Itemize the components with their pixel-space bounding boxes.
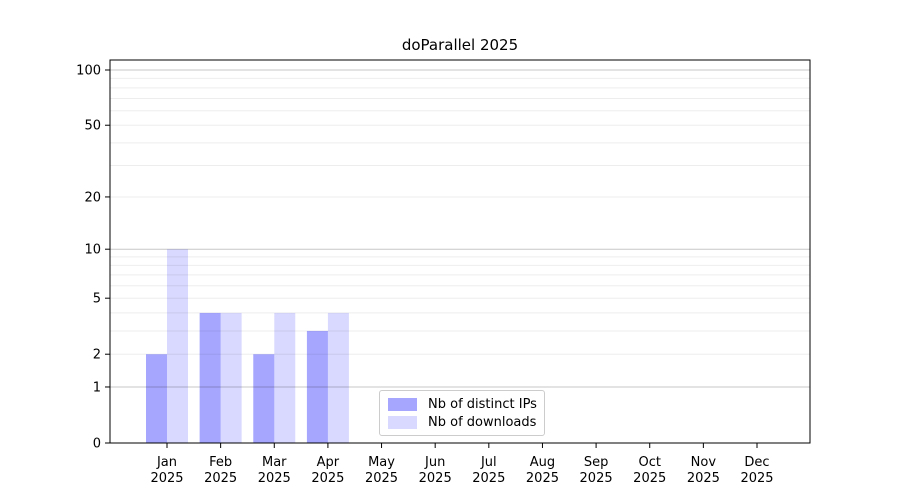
- x-tick-label-month-sep: Sep: [584, 455, 609, 470]
- x-tick-label-year-aug: 2025: [526, 471, 559, 486]
- legend-swatch-distinct-ips-icon: [388, 397, 417, 411]
- bar-nb-of-distinct-ips-jan: [146, 354, 167, 443]
- x-tick-label-month-aug: Aug: [530, 455, 555, 470]
- x-tick-label-year-jan: 2025: [150, 471, 183, 486]
- y-tick-label-0: 0: [93, 437, 101, 452]
- chart-title: doParallel 2025: [401, 36, 519, 54]
- y-tick-label-50: 50: [84, 119, 101, 134]
- x-tick-label-month-mar: Mar: [262, 455, 287, 470]
- x-tick-label-year-may: 2025: [365, 471, 398, 486]
- x-tick-label-year-jun: 2025: [419, 471, 452, 486]
- x-tick-label-month-nov: Nov: [691, 455, 717, 470]
- x-tick-label-year-oct: 2025: [633, 471, 666, 486]
- x-tick-label-year-apr: 2025: [311, 471, 344, 486]
- y-tick-label-2: 2: [93, 348, 101, 363]
- y-tick-label-5: 5: [93, 292, 101, 307]
- bar-nb-of-downloads-apr: [327, 312, 349, 443]
- bar-nb-of-downloads-feb: [220, 312, 242, 443]
- x-tick-label-month-jul: Jul: [480, 455, 497, 470]
- plot-border: [109, 59, 811, 444]
- x-tick-label-year-dec: 2025: [740, 471, 773, 486]
- y-tick-label-1: 1: [93, 380, 101, 395]
- x-tick-label-year-nov: 2025: [687, 471, 720, 486]
- legend-swatch-downloads-icon: [388, 415, 417, 429]
- legend-label-distinct-ips: Nb of distinct IPs: [428, 396, 537, 412]
- legend-label-downloads: Nb of downloads: [428, 414, 537, 430]
- y-tick-label-10: 10: [84, 243, 101, 258]
- x-tick-label-year-sep: 2025: [580, 471, 613, 486]
- x-tick-label-month-feb: Feb: [209, 455, 232, 470]
- legend: Nb of distinct IPs Nb of downloads: [379, 390, 545, 436]
- x-tick-label-year-mar: 2025: [258, 471, 291, 486]
- bar-nb-of-distinct-ips-mar: [253, 354, 275, 443]
- x-tick-label-month-apr: Apr: [317, 455, 340, 470]
- bar-nb-of-distinct-ips-feb: [199, 312, 221, 443]
- x-tick-label-month-jan: Jan: [156, 455, 177, 470]
- x-tick-label-year-feb: 2025: [204, 471, 237, 486]
- bar-nb-of-downloads-jan: [167, 249, 188, 443]
- x-tick-label-month-jun: Jun: [424, 455, 445, 470]
- x-tick-label-month-may: May: [368, 455, 395, 470]
- bar-nb-of-distinct-ips-apr: [306, 330, 328, 443]
- y-tick-label-20: 20: [84, 190, 101, 205]
- y-tick-label-100: 100: [76, 64, 101, 79]
- legend-item-distinct-ips: Nb of distinct IPs: [388, 396, 537, 413]
- x-tick-label-month-dec: Dec: [744, 455, 769, 470]
- bar-nb-of-downloads-mar: [274, 312, 296, 443]
- x-tick-label-year-jul: 2025: [472, 471, 505, 486]
- x-tick-label-month-oct: Oct: [638, 455, 660, 470]
- legend-item-downloads: Nb of downloads: [388, 414, 536, 431]
